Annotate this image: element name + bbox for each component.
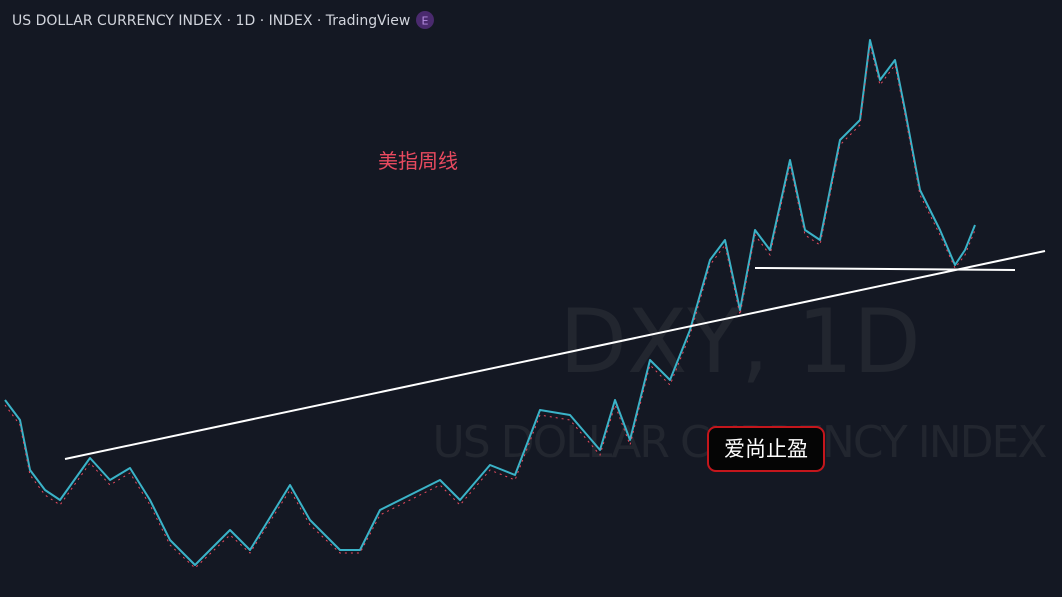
price-series-down — [4, 44, 976, 569]
label-box — [707, 426, 825, 472]
badge — [416, 11, 434, 29]
note: 美指周线 — [378, 149, 458, 173]
trend-line — [64, 250, 1046, 460]
label-text: 爱尚止盈 — [724, 437, 808, 461]
header-title: US DOLLAR CURRENCY INDEX · 1D · INDEX · … — [12, 13, 410, 29]
support-line — [754, 267, 1016, 271]
price-series — [4, 39, 976, 566]
badge-text: E — [422, 15, 429, 28]
